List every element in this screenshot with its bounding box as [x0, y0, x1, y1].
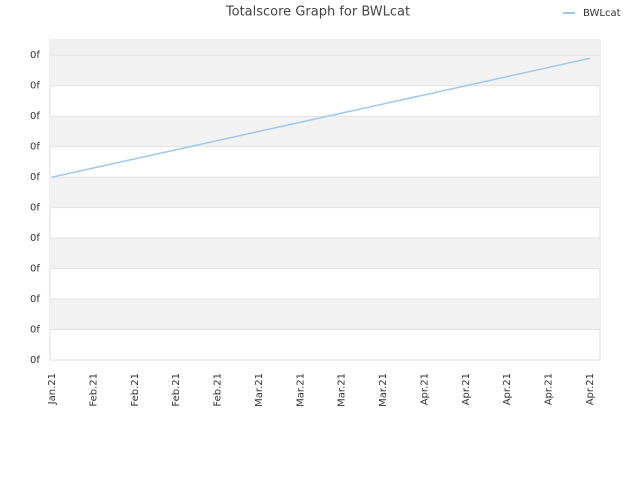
- y-tick-label: 0f: [30, 233, 40, 244]
- data-line: [51, 57, 591, 178]
- y-tick-label: 0f: [30, 355, 40, 366]
- x-tick-label: Feb.21: [213, 373, 224, 407]
- x-tick-label: Apr.21: [419, 373, 430, 405]
- y-tick-label: 0f: [30, 50, 40, 61]
- y-tick-label: 0f: [30, 294, 40, 305]
- x-tick-label: Mar.21: [378, 373, 389, 407]
- y-tick-label: 0f: [30, 325, 40, 336]
- y-tick-label: 0f: [30, 111, 40, 122]
- x-tick-label: Apr.21: [544, 373, 555, 405]
- y-tick-label: 0f: [30, 142, 40, 153]
- legend-label: BWLcat: [583, 8, 621, 19]
- x-tick-label: Apr.21: [502, 373, 513, 405]
- grid-band: [50, 238, 600, 269]
- grid-band: [50, 299, 600, 330]
- x-tick-label: Mar.21: [254, 373, 265, 407]
- x-tick-label: Jan.21: [47, 373, 58, 405]
- y-tick-label: 0f: [30, 172, 40, 183]
- grid-band: [50, 116, 600, 147]
- x-tick-label: Feb.21: [130, 373, 141, 407]
- grid-band: [50, 55, 600, 86]
- y-tick-label: 0f: [30, 203, 40, 214]
- x-tick-label: Apr.21: [461, 373, 472, 405]
- x-tick-label: Feb.21: [88, 373, 99, 407]
- chart-title: Totalscore Graph for BWLcat: [225, 5, 410, 20]
- x-tick-label: Apr.21: [585, 373, 596, 405]
- x-tick-label: Feb.21: [171, 373, 182, 407]
- y-tick-label: 0f: [30, 264, 40, 275]
- y-tick-label: 0f: [30, 81, 40, 92]
- grid-band: [50, 177, 600, 208]
- x-tick-label: Mar.21: [295, 373, 306, 407]
- grid-band: [50, 40, 600, 56]
- x-tick-label: Mar.21: [337, 373, 348, 407]
